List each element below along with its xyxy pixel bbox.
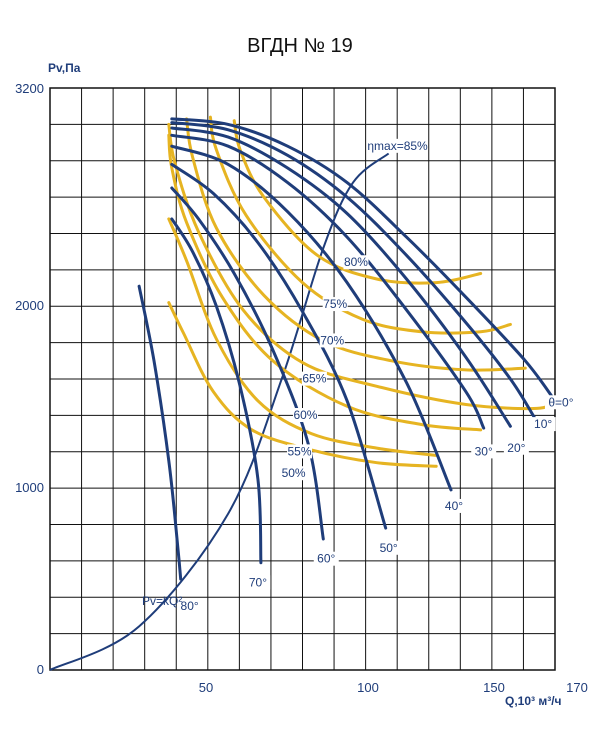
eff-label-bg (287, 444, 313, 459)
plot-frame (49, 87, 556, 671)
angle-label-bg (471, 444, 497, 459)
eff-label-80: 80% (344, 255, 368, 269)
y-tick-3200: 3200 (15, 81, 44, 96)
blade-curve-20 (170, 126, 512, 428)
efficiency-curve-80 (232, 119, 483, 285)
x-axis-label: Q,10³ м³/ч (505, 694, 562, 708)
blade-curve-80 (137, 284, 183, 581)
efficiency-curves (49, 115, 557, 671)
angle-label-60: 60° (317, 552, 335, 566)
eff-label-max-85: ηmax=85% (367, 139, 428, 153)
efficiency-curve-55 (167, 217, 438, 457)
blade-curve-50 (170, 162, 388, 530)
angle-label-30: 30° (475, 444, 493, 458)
angle-label-50: 50° (380, 541, 398, 555)
x-tick-50: 50 (199, 680, 213, 695)
x-tick-150: 150 (483, 680, 505, 695)
efficiency-curve-50 (167, 301, 438, 468)
x-tick-100: 100 (357, 680, 379, 695)
eff-label-75: 75% (323, 297, 347, 311)
blade-curve-10 (170, 121, 536, 419)
y-tick-2000: 2000 (15, 298, 44, 313)
eff-label-60: 60% (293, 408, 317, 422)
eff-label-bg (343, 255, 369, 270)
angle-label-10: 10° (534, 417, 552, 431)
angle-label-40: 40° (445, 499, 463, 513)
eff-label-65: 65% (302, 372, 326, 386)
angle-label-bg (313, 551, 339, 566)
angle-label-bg (530, 417, 556, 432)
blade-curve-40 (170, 144, 453, 492)
angle-label-bg (376, 540, 402, 555)
blade-angle-curves (137, 117, 557, 581)
blade-curve-30 (170, 133, 486, 430)
eff-label-bg (301, 371, 327, 386)
angle-label-0: θ=0° (548, 395, 573, 409)
efficiency-curve-60 (167, 133, 483, 432)
eff-label-50: 50% (282, 466, 306, 480)
eff-label-bg (367, 138, 428, 153)
system-curve-label: Pv=kQ² (142, 594, 182, 608)
angle-label-70: 70° (249, 575, 267, 589)
chart-title: ВГДН № 19 (247, 35, 353, 57)
efficiency-curve-65 (167, 122, 557, 411)
eff-label-70: 70% (320, 333, 344, 347)
y-axis-label: Pv,Па (48, 61, 81, 75)
y-tick-0: 0 (37, 662, 44, 677)
blade-curve-0 (170, 117, 557, 403)
angle-label-bg (441, 498, 467, 513)
angle-label-20: 20° (507, 441, 525, 455)
eff-label-bg (292, 408, 318, 423)
tick-labels: 3200 2000 1000 0 50 100 150 170 (15, 81, 588, 695)
eff-label-55: 55% (288, 444, 312, 458)
angle-label-bg (503, 440, 529, 455)
eff-label-bg (281, 466, 307, 481)
eff-label-bg (322, 297, 348, 312)
curve-labels: ηmax=85% 80% 75% 70% 65% 60% 55% 50% θ=0° 10° 20° 3… (177, 138, 577, 613)
efficiency-curve-70 (185, 117, 527, 372)
angle-label-80: 80° (181, 599, 199, 613)
y-tick-1000: 1000 (15, 480, 44, 495)
angle-label-bg (544, 395, 577, 410)
blade-curve-70 (170, 217, 263, 565)
x-tick-170: 170 (566, 680, 588, 695)
angle-label-bg (177, 598, 203, 613)
angle-label-bg (245, 575, 271, 590)
eff-label-bg (319, 333, 345, 348)
